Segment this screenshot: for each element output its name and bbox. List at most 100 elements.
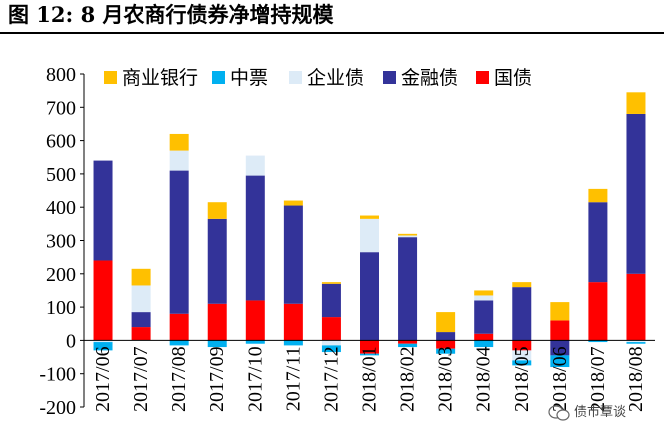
x-tick-label: 2018/07: [587, 346, 609, 412]
bar-segment: [245, 175, 265, 301]
bars-layer: [93, 92, 646, 368]
bar-segment: [436, 340, 456, 349]
y-tick-label: 800: [46, 64, 76, 86]
bar-segment: [360, 340, 379, 354]
bar-segment: [131, 327, 151, 341]
bar-segment: [398, 343, 418, 348]
bar-segment: [550, 302, 570, 321]
legend-label: 中票: [230, 67, 268, 89]
y-tick-label: 700: [46, 97, 76, 119]
legend: 商业银行 中票 企业债 金融债 国债: [104, 67, 532, 89]
y-tick-label: 500: [46, 164, 76, 186]
bar-segment: [283, 303, 303, 341]
figure-title: 图 12: 8 月农商行债券净增持规模: [8, 2, 334, 27]
bar-segment: [512, 287, 532, 341]
x-tick-label: 2017/11: [282, 346, 304, 411]
bar-segment: [321, 340, 341, 346]
bar-segment: [245, 155, 265, 176]
chat-bubble-icon: [548, 404, 570, 421]
bar-segment: [550, 320, 570, 341]
y-tick-label: 400: [46, 197, 76, 219]
bar-segment: [474, 300, 494, 334]
bar-segment: [474, 340, 494, 348]
x-tick-label: 2017/08: [168, 346, 190, 412]
bar-segment: [169, 170, 189, 314]
watermark: 债市覃谈: [548, 403, 626, 423]
bar-segment: [207, 340, 227, 348]
bar-segment: [131, 285, 151, 313]
y-tick-label: 300: [46, 231, 76, 253]
bar-segment: [283, 340, 303, 346]
bar-segment: [588, 282, 608, 341]
legend-label: 国债: [494, 67, 532, 89]
y-tick-label: 100: [46, 297, 76, 319]
title-divider: [0, 32, 664, 34]
bar-segment: [360, 252, 379, 341]
bar-segment: [207, 202, 227, 219]
bar-segment: [474, 295, 494, 301]
bar-segment: [626, 113, 646, 274]
bar-segment: [245, 340, 265, 344]
bar-segment: [398, 237, 418, 341]
x-tick-label: 2017/07: [130, 346, 152, 412]
x-tick-label: 2018/08: [625, 346, 647, 412]
axes-layer: 2017/06 2017/07 2017/08 2017/09 2017/10 2017/…: [39, 64, 655, 419]
bar-segment: [283, 200, 303, 206]
bar-segment: [512, 282, 532, 288]
bar-segment: [207, 218, 227, 304]
bar-segment: [93, 160, 113, 261]
bar-segment: [321, 317, 341, 341]
y-tick-label: -200: [39, 397, 76, 419]
bar-segment: [398, 233, 418, 236]
bar-segment: [512, 360, 532, 366]
y-tick-label: -100: [39, 364, 76, 386]
legend-label: 商业银行: [122, 67, 198, 89]
bar-segment: [360, 353, 379, 356]
legend-swatch: [383, 71, 396, 84]
y-tick-label: 200: [46, 264, 76, 286]
bar-segment: [321, 282, 341, 284]
bar-segment: [321, 345, 341, 353]
legend-swatch: [104, 71, 117, 84]
bar-segment: [207, 303, 227, 341]
bar-segment: [169, 133, 189, 151]
bar-segment: [321, 283, 341, 318]
legend-label: 金融债: [401, 67, 458, 89]
x-tick-label: 2017/09: [206, 346, 228, 412]
bar-segment: [169, 313, 189, 341]
x-tick-label: 2018/01: [359, 346, 381, 412]
legend-label: 企业债: [307, 67, 364, 89]
y-tick-label: 0: [66, 330, 76, 352]
bar-segment: [436, 348, 456, 354]
x-tick-label: 2017/12: [320, 346, 342, 412]
bar-segment: [550, 340, 570, 356]
x-tick-label: 2017/10: [244, 346, 266, 412]
bar-segment: [626, 273, 646, 341]
bar-segment: [360, 215, 379, 219]
bar-segment: [398, 340, 418, 344]
bar-segment: [436, 312, 456, 333]
bar-segment: [626, 340, 646, 343]
bar-segment: [131, 268, 151, 286]
bar-segment: [588, 340, 608, 343]
legend-swatch: [289, 71, 302, 84]
bar-segment: [131, 312, 151, 328]
bar-segment: [398, 235, 418, 238]
legend-swatch: [212, 71, 225, 84]
y-tick-label: 600: [46, 131, 76, 153]
bar-segment: [93, 340, 113, 343]
x-tick-label: 2018/03: [435, 346, 457, 412]
bar-segment: [436, 332, 456, 341]
bar-segment: [474, 333, 494, 341]
bar-segment: [512, 350, 532, 361]
x-tick-label: 2018/06: [549, 346, 571, 412]
bar-segment: [169, 150, 189, 171]
bar-segment: [283, 205, 303, 304]
bar-segment: [626, 92, 646, 114]
bar-segment: [512, 340, 532, 351]
bar-segment: [626, 342, 646, 344]
bar-segment: [245, 300, 265, 341]
watermark-text: 债市覃谈: [574, 405, 627, 420]
bar-segment: [588, 188, 608, 203]
